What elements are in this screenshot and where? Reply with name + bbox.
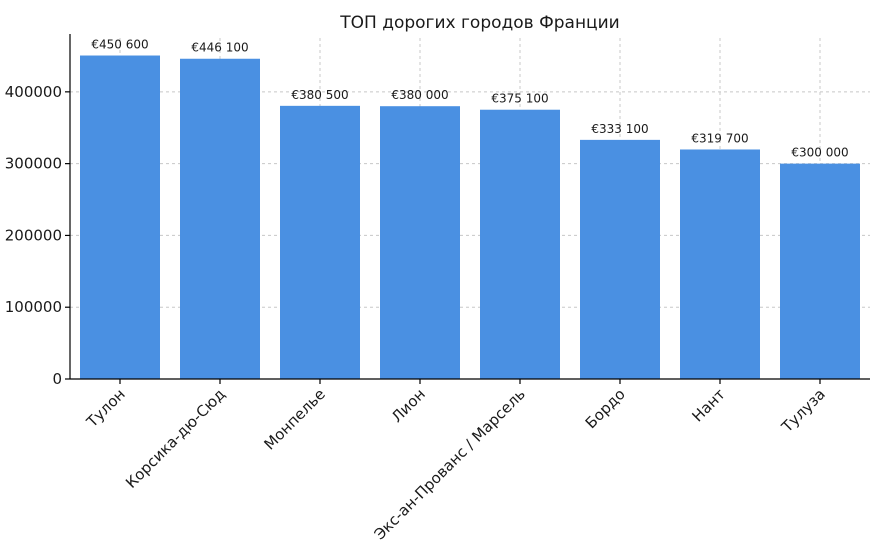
y-tick-label: 100000	[5, 298, 62, 316]
data-labels-layer: €450 600 €446 100 €380 500 €380 000 €375 100…	[91, 38, 848, 160]
x-tick-label: Тулуза	[777, 385, 828, 436]
bar-data-label: €300 000	[791, 146, 848, 160]
bar-data-label: €450 600	[91, 38, 148, 52]
bar	[580, 139, 660, 379]
bars-layer	[80, 55, 860, 379]
bar-data-label: €375 100	[491, 92, 548, 106]
bar-data-label: €319 700	[691, 131, 748, 145]
bar	[780, 163, 860, 379]
bar	[380, 106, 460, 379]
bar	[480, 109, 560, 379]
x-tick-label: Лион	[388, 385, 429, 426]
chart-title: ТОП дорогих городов Франции	[339, 13, 619, 33]
bar-data-label: €380 000	[391, 88, 448, 102]
bar-data-label: €380 500	[291, 88, 348, 102]
x-tick-label: Тулон	[82, 385, 128, 431]
y-tick-label: 200000	[5, 226, 62, 244]
y-tick-label: 400000	[5, 83, 62, 101]
bar	[280, 105, 360, 379]
y-tick-label: 300000	[5, 155, 62, 173]
y-tick-label: 0	[52, 370, 62, 388]
bar-data-label: €333 100	[591, 122, 648, 136]
bar-data-label: €446 100	[191, 41, 248, 55]
x-tick-label: Монпелье	[261, 385, 329, 453]
bar	[180, 58, 260, 379]
x-tick-label: Нант	[689, 385, 730, 426]
x-tick-label: Бордо	[582, 385, 629, 432]
bar	[80, 55, 160, 379]
x-tick-label: Корсика-дю-Сюд	[122, 385, 229, 492]
bar	[680, 149, 760, 379]
